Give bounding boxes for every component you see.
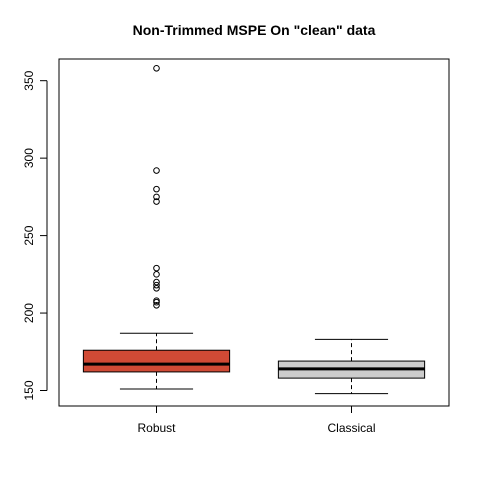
box-iqr — [82, 349, 231, 373]
outlier-point — [153, 297, 160, 304]
y-tick-label: 250 — [22, 225, 36, 245]
boxes-layer — [82, 64, 426, 395]
outlier-point — [153, 278, 160, 286]
x-axis: Robust Classical — [137, 406, 376, 435]
y-tick-label: 150 — [22, 380, 36, 400]
box-classical — [277, 338, 426, 395]
x-tick-label: Robust — [137, 421, 176, 435]
outlier-point — [153, 284, 160, 292]
outlier-point — [153, 64, 160, 72]
outlier-point — [153, 167, 160, 174]
y-tick-label: 300 — [22, 148, 36, 168]
outlier-point — [153, 198, 160, 205]
y-tick-label: 350 — [22, 70, 36, 90]
chart-title: Non-Trimmed MSPE On "clean" data — [133, 22, 376, 38]
y-tick-label: 200 — [22, 303, 36, 323]
box-robust — [82, 64, 231, 390]
y-axis: 150 200 250 300 350 — [22, 70, 48, 401]
x-tick-label: Classical — [327, 421, 375, 435]
plot-frame — [58, 58, 450, 407]
outlier-point — [153, 264, 160, 272]
outlier-point — [153, 193, 160, 201]
outlier-point — [153, 302, 160, 309]
outlier-point — [153, 281, 160, 289]
outlier-point — [153, 185, 160, 193]
outlier-point — [153, 271, 160, 278]
